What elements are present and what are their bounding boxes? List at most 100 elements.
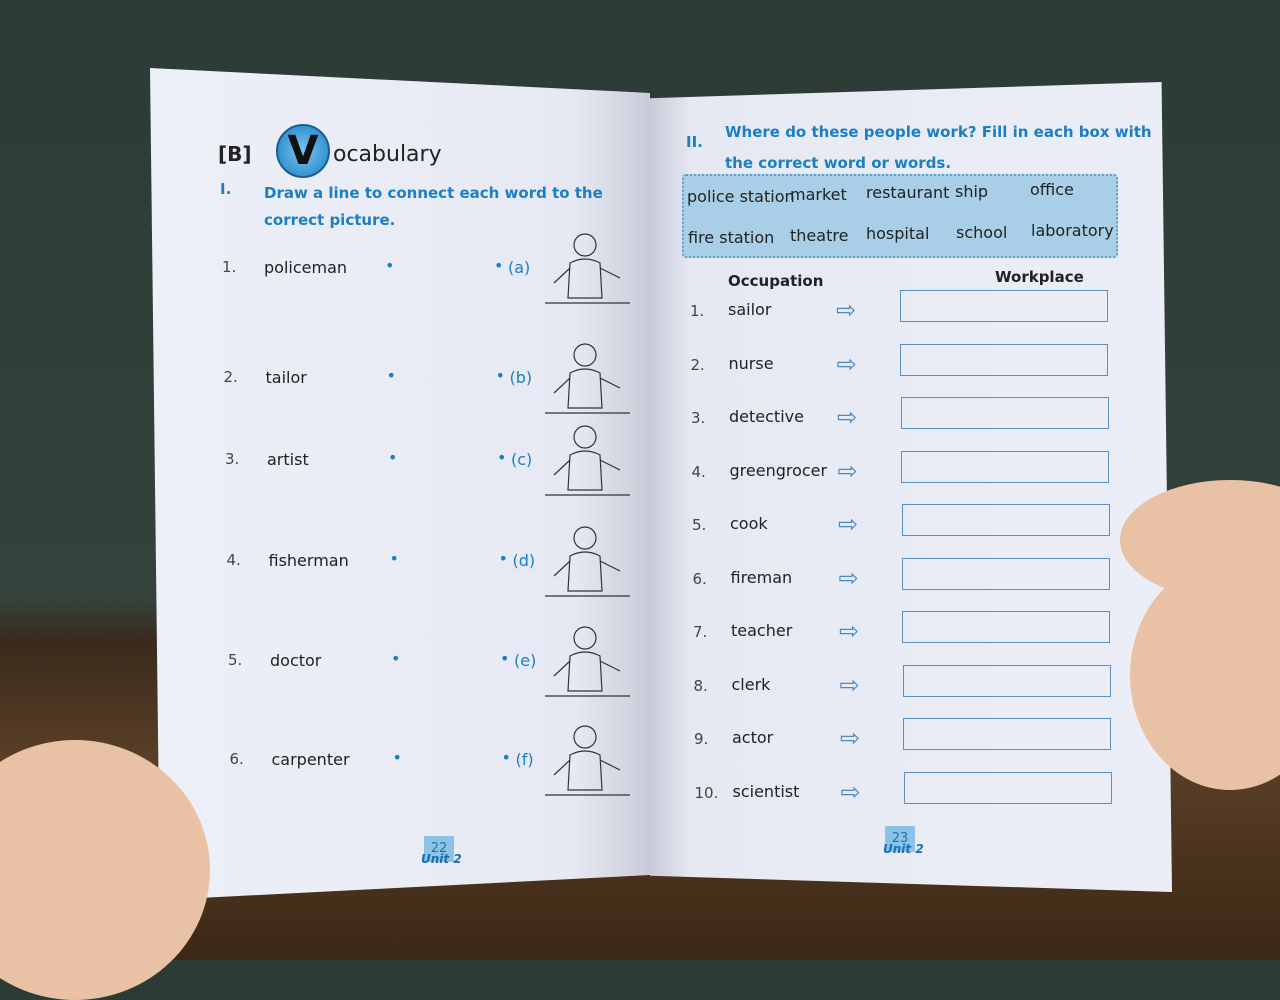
instruction: Draw a line to connect each word to the … <box>264 184 603 229</box>
arrow-icon: ⇨ <box>840 724 861 752</box>
item-number: 4. <box>226 551 241 569</box>
section-title: ocabulary <box>333 142 442 167</box>
word-dot[interactable]: • <box>386 366 396 385</box>
word-dot[interactable]: • <box>388 448 398 467</box>
word-bank-item: theatre <box>790 226 849 245</box>
item-number: 1. <box>690 302 705 320</box>
unit-label: Unit 2 <box>883 842 924 856</box>
arrow-icon: ⇨ <box>838 563 859 592</box>
arrow-icon: ⇨ <box>838 510 859 538</box>
exercise-number: II. <box>686 133 703 151</box>
artist-painting-icon <box>545 425 630 496</box>
item-number: 6. <box>229 750 244 768</box>
item-word: tailor <box>265 368 307 387</box>
arrow-icon: ⇨ <box>839 670 860 699</box>
word-bank-item: market <box>790 185 847 204</box>
item-number: 3. <box>691 409 706 427</box>
arrow-icon: ⇨ <box>836 296 857 324</box>
tailor-sewing-picture <box>540 516 635 601</box>
picture-label: (c) <box>511 450 533 469</box>
workplace-answer-box[interactable] <box>902 664 1111 697</box>
item-occupation: greengrocer <box>729 460 828 480</box>
workplace-answer-box[interactable] <box>903 718 1112 750</box>
item-occupation: sailor <box>728 300 772 319</box>
arrow-icon: ⇨ <box>836 349 857 378</box>
word-bank <box>682 174 1118 258</box>
word-bank-item: office <box>1030 180 1074 199</box>
doctor-with-patient-picture <box>540 715 635 800</box>
word-dot[interactable]: • <box>391 649 401 668</box>
picture-dot[interactable]: • <box>494 256 504 275</box>
item-word: policeman <box>264 258 348 277</box>
item-number: 5. <box>228 651 243 669</box>
picture-dot[interactable]: • <box>501 748 511 767</box>
item-occupation: actor <box>732 728 774 747</box>
sailor-saluting-icon <box>545 343 630 414</box>
item-number: 4. <box>691 462 706 481</box>
left-hand <box>0 740 210 1000</box>
item-number: 10. <box>694 783 719 802</box>
picture-label: (f) <box>515 750 534 769</box>
page-number: 23 <box>885 826 915 852</box>
item-number: 2. <box>690 355 705 374</box>
word-dot[interactable]: • <box>389 549 399 568</box>
sailor-saluting-picture <box>540 333 635 418</box>
picture-dot[interactable]: • <box>495 366 505 385</box>
item-number: 8. <box>693 676 708 695</box>
arrow-icon: ⇨ <box>840 777 861 806</box>
item-occupation: scientist <box>732 781 800 801</box>
picture-label: (b) <box>509 368 533 387</box>
picture-label: (d) <box>512 551 536 570</box>
picture-dot[interactable]: • <box>498 549 508 568</box>
left-page <box>150 68 650 900</box>
word-bank-item: fire station <box>688 228 775 247</box>
workplace-answer-box[interactable] <box>901 504 1110 536</box>
workplace-answer-box[interactable] <box>903 771 1112 804</box>
item-number: 6. <box>692 569 707 588</box>
doctor-with-patient-icon <box>545 725 630 796</box>
word-bank-item: school <box>956 223 1008 242</box>
item-number: 9. <box>694 730 709 748</box>
item-number: 3. <box>225 450 240 468</box>
instruction-line2: the correct word or words. <box>725 154 952 172</box>
item-number: 1. <box>222 258 237 276</box>
workplace-answer-box[interactable] <box>902 611 1111 643</box>
item-occupation: clerk <box>731 674 771 694</box>
word-dot[interactable]: • <box>385 256 395 275</box>
picture-dot[interactable]: • <box>497 448 507 467</box>
arrow-icon: ⇨ <box>837 403 858 431</box>
item-occupation: teacher <box>731 621 793 640</box>
carpenter-hammering-picture <box>540 616 635 701</box>
word-bank-item: restaurant <box>866 183 950 202</box>
arrow-icon: ⇨ <box>839 617 860 645</box>
fisherman-with-net-icon <box>545 233 630 304</box>
fisherman-with-net-picture <box>540 223 635 308</box>
picture-label: (e) <box>514 651 537 670</box>
word-bank-item: laboratory <box>1031 221 1114 240</box>
artist-painting-picture <box>540 415 635 500</box>
workplace-answer-box[interactable] <box>902 557 1110 590</box>
right-hand <box>1130 560 1280 790</box>
picture-dot[interactable]: • <box>500 649 510 668</box>
item-occupation: detective <box>729 407 804 426</box>
workplace-answer-box[interactable] <box>900 343 1109 376</box>
exercise-number: I. <box>220 180 232 198</box>
item-word: carpenter <box>271 750 350 769</box>
column-occupation: Occupation <box>728 272 824 290</box>
workplace-answer-box[interactable] <box>900 290 1108 322</box>
picture-label: (a) <box>508 258 531 277</box>
column-workplace: Workplace <box>995 268 1084 286</box>
item-word: fisherman <box>268 551 349 570</box>
word-dot[interactable]: • <box>392 748 402 767</box>
word-bank-item: police station <box>687 187 795 206</box>
section-label: [B] <box>218 142 252 166</box>
item-word: doctor <box>270 651 322 670</box>
word-bank-item: ship <box>955 182 989 201</box>
workplace-answer-box[interactable] <box>901 450 1110 483</box>
page-number: 22 <box>424 836 454 862</box>
carpenter-hammering-icon <box>545 626 630 697</box>
vocabulary-logo: V <box>276 124 330 178</box>
workplace-answer-box[interactable] <box>900 397 1109 429</box>
item-number: 7. <box>693 623 708 641</box>
item-number: 5. <box>692 516 707 534</box>
